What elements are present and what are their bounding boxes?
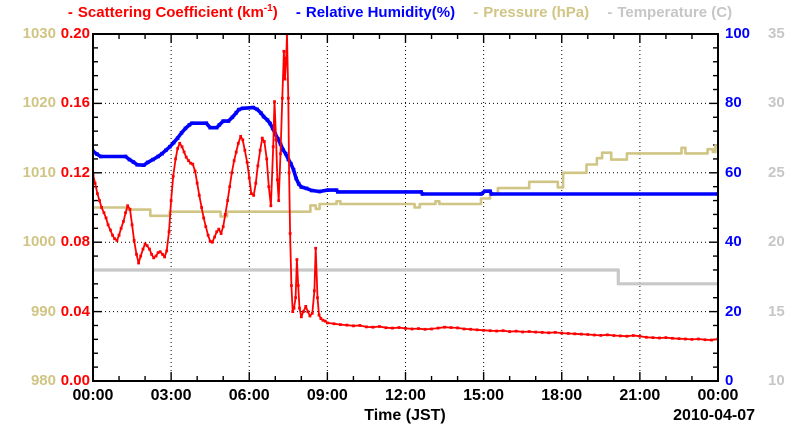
temperature-tick-label: 25 [768,164,785,181]
legend-label-pressure: Pressure (hPa) [483,4,590,21]
x-tick-label: 09:00 [306,387,348,404]
scattering-tick-label: 0.16 [60,94,90,111]
chart-legend: - Scattering Coefficient (km-1) - Relative… [0,0,800,21]
scattering-tick-label: 0.04 [60,303,90,320]
pressure-tick-label: 1000 [22,233,56,250]
temperature-tick-label: 30 [768,94,785,111]
humidity-tick-label: 60 [725,164,742,181]
legend-label-humidity: Relative Humidity(%) [305,4,456,21]
x-tick-label: 00:00 [72,387,114,404]
temperature-tick-label: 10 [768,372,785,389]
legend-dash-scattering: - [67,4,73,21]
legend-superscript: -1 [263,3,273,14]
pressure-tick-label: 980 [30,372,56,389]
x-axis-title: Time (JST) [364,407,446,424]
x-tick-label: 21:00 [619,387,661,404]
legend-label-scattering-end: ) [272,4,278,21]
legend-label-scattering: Scattering Coefficient (km [77,4,264,21]
humidity-tick-label: 100 [725,25,751,42]
legend-item-pressure: - Pressure (hPa) [473,4,589,21]
scattering-tick-label: 0.00 [60,372,90,389]
legend-dash-temperature: - [607,4,613,21]
humidity-tick-label: 40 [725,233,742,250]
pressure-tick-label: 1010 [22,164,56,181]
scattering-tick-label: 0.20 [60,25,90,42]
humidity-tick-label: 0 [725,372,734,389]
legend-label-temperature: Temperature ( [617,4,717,21]
legend-dash-humidity: - [295,4,301,21]
temperature-tick-label: 20 [768,233,785,250]
legend-dash-pressure: - [473,4,479,21]
legend-item-temperature: - Temperature (° C) [607,0,733,21]
humidity-tick-label: 20 [725,303,742,320]
pressure-tick-label: 1020 [22,94,56,111]
x-tick-label: 12:00 [385,387,426,404]
x-tick-label: 15:00 [463,387,505,404]
x-tick-label: 18:00 [541,387,583,404]
humidity-tick-label: 80 [725,94,742,111]
x-tick-label: 06:00 [228,387,270,404]
pressure-tick-label: 990 [30,303,56,320]
temperature-tick-label: 15 [768,303,785,320]
temperature-tick-label: 35 [768,25,785,42]
x-tick-label: 00:00 [697,387,739,404]
degree-ring-icon: ° [718,0,723,7]
pressure-tick-label: 1030 [22,25,56,42]
scattering-tick-label: 0.08 [60,233,90,250]
x-tick-label: 03:00 [150,387,192,404]
legend-item-scattering: - Scattering Coefficient (km-1) [67,3,278,21]
legend-label-temperature-c: C [716,4,728,21]
legend-item-humidity: - Relative Humidity(%) [296,4,455,21]
legend-label-temperature-end: ) [727,4,733,21]
scattering-tick-label: 0.12 [60,164,90,181]
date-label: 2010-04-07 [673,407,755,424]
